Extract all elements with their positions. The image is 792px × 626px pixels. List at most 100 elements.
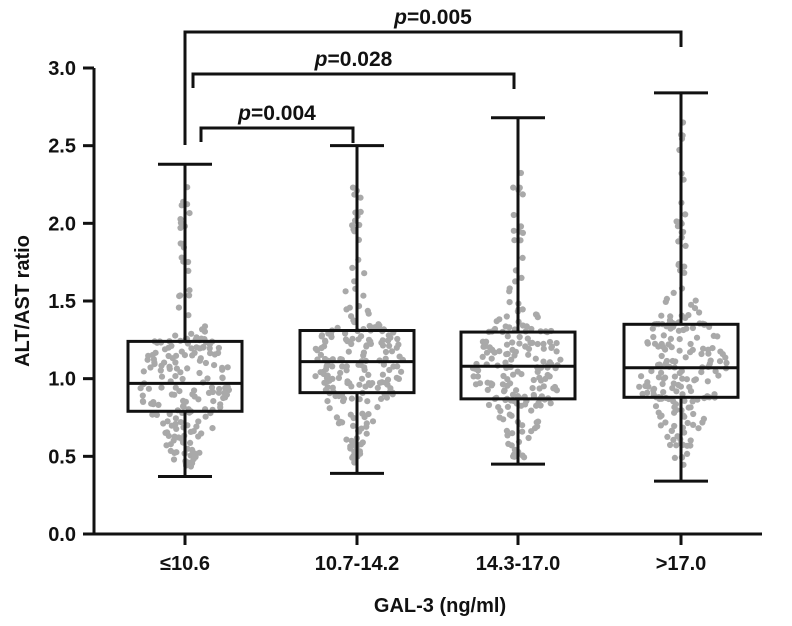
data-point — [685, 404, 692, 411]
data-point — [698, 350, 705, 358]
data-point — [329, 363, 336, 370]
y-tick-label: 2.0 — [48, 213, 76, 235]
significance-bracket — [183, 30, 683, 145]
data-point — [495, 404, 502, 411]
data-point — [674, 223, 682, 230]
data-point — [553, 340, 560, 347]
data-point — [657, 413, 664, 420]
data-point — [173, 425, 180, 432]
data-point — [509, 339, 516, 346]
data-point — [140, 368, 147, 375]
data-point — [165, 352, 172, 360]
data-point — [658, 312, 665, 319]
data-point — [177, 219, 184, 226]
data-point — [168, 342, 175, 349]
data-point — [393, 344, 400, 351]
data-point — [145, 385, 152, 392]
data-point — [190, 428, 197, 435]
data-point — [350, 414, 357, 422]
data-point — [506, 411, 513, 418]
data-point — [681, 269, 688, 276]
data-point — [337, 369, 344, 376]
data-point — [532, 355, 539, 362]
data-point — [662, 360, 669, 367]
data-point — [489, 381, 496, 388]
data-point — [182, 398, 189, 405]
data-point — [222, 384, 229, 392]
p-value: =0.004 — [251, 102, 316, 125]
data-point — [662, 419, 669, 426]
y-tick-label: 1.0 — [48, 369, 76, 391]
data-point — [379, 371, 386, 378]
x-tick-label: 10.7-14.2 — [315, 553, 400, 575]
data-point — [179, 375, 186, 383]
data-point — [322, 337, 329, 344]
data-point — [503, 427, 510, 434]
data-point — [357, 194, 364, 201]
data-point — [161, 359, 168, 366]
data-point — [689, 398, 696, 405]
data-point — [648, 368, 655, 375]
data-point — [509, 371, 517, 378]
data-point — [172, 420, 179, 427]
data-point — [509, 430, 516, 437]
data-point — [719, 351, 726, 358]
data-point — [657, 422, 665, 429]
data-point — [172, 415, 179, 422]
data-point — [210, 398, 217, 405]
data-point — [178, 202, 185, 209]
data-point — [683, 325, 690, 332]
data-point — [367, 338, 374, 345]
data-point — [511, 237, 518, 244]
data-point — [685, 312, 692, 319]
data-point — [342, 288, 349, 295]
data-point — [172, 359, 179, 366]
data-point — [508, 442, 515, 449]
data-point — [519, 452, 526, 459]
box-group — [622, 91, 740, 483]
data-point — [202, 413, 209, 420]
data-point — [516, 340, 523, 347]
data-point — [679, 375, 686, 382]
data-point — [663, 295, 671, 302]
data-point — [684, 450, 691, 457]
data-point — [524, 335, 531, 342]
data-point — [681, 413, 688, 420]
data-point — [501, 387, 508, 394]
data-point — [360, 349, 367, 356]
data-point — [185, 258, 192, 266]
p-symbol: p — [393, 6, 407, 29]
data-point — [691, 305, 699, 312]
data-point — [185, 312, 192, 319]
data-point — [676, 370, 683, 377]
p-value-label: p=0.028 — [314, 48, 393, 71]
data-point — [510, 211, 517, 219]
data-point — [540, 340, 547, 347]
data-point — [707, 357, 714, 364]
data-point — [700, 345, 707, 352]
data-point — [327, 331, 335, 338]
y-tick-label: 0.5 — [48, 446, 76, 468]
data-point — [695, 425, 702, 432]
data-point — [317, 351, 324, 358]
data-point — [344, 380, 351, 387]
data-point — [144, 356, 151, 363]
data-point — [681, 397, 688, 404]
data-point — [705, 350, 712, 357]
data-point — [691, 377, 698, 384]
data-point — [684, 419, 691, 427]
data-point — [207, 350, 214, 357]
data-point — [366, 322, 373, 330]
data-point — [519, 428, 526, 435]
data-point — [723, 359, 730, 366]
data-point — [197, 355, 204, 362]
data-point — [675, 327, 683, 334]
data-point — [553, 348, 560, 355]
data-point — [204, 375, 211, 382]
data-point — [317, 369, 324, 376]
data-point — [540, 383, 547, 390]
data-point — [508, 356, 515, 363]
data-point — [493, 318, 500, 325]
data-point — [347, 443, 354, 450]
data-point — [312, 345, 319, 352]
